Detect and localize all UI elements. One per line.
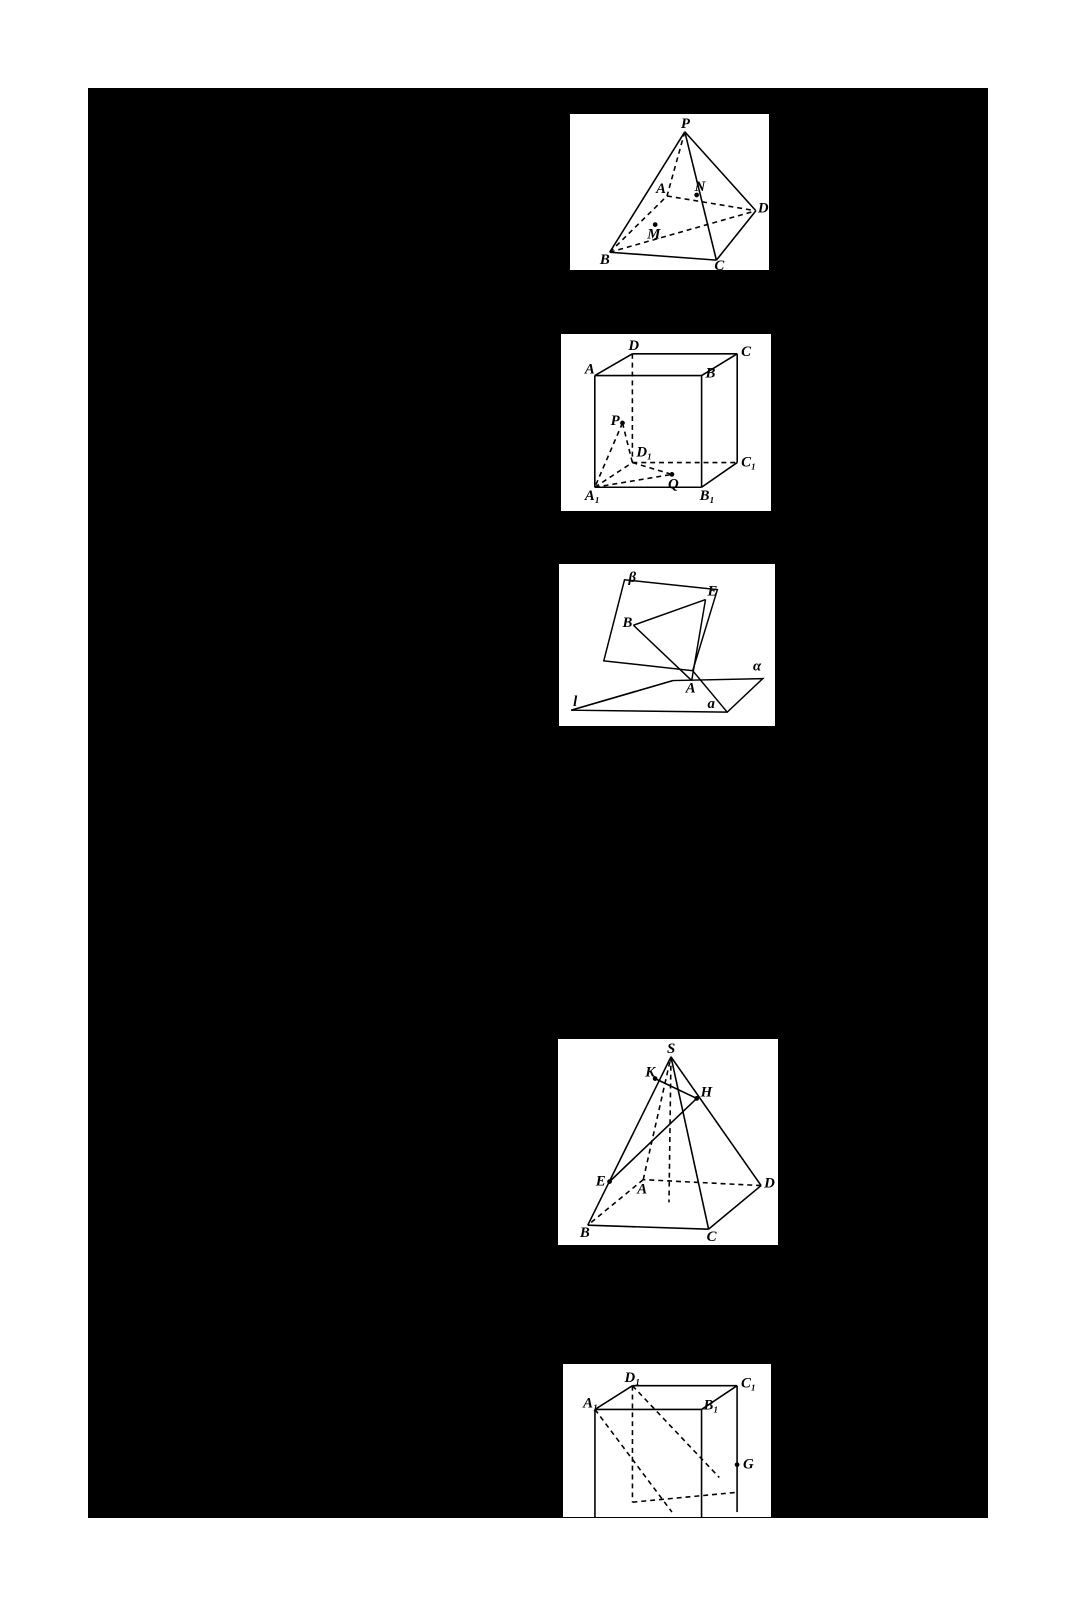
label-B: B xyxy=(621,615,632,631)
label-B1: B₁ xyxy=(698,488,714,504)
label-C: C xyxy=(741,344,752,360)
label-alpha: α xyxy=(752,659,761,675)
label-G: G xyxy=(743,1457,754,1473)
label-C: C xyxy=(706,1229,717,1245)
label-B: B xyxy=(704,366,715,382)
label-A1: A₁ xyxy=(582,1395,598,1411)
label-C: C xyxy=(714,258,724,270)
label-D: D xyxy=(627,338,639,354)
label-E: E xyxy=(594,1174,605,1190)
label-A: A xyxy=(684,680,695,696)
label-A: A xyxy=(655,181,666,197)
label-M: M xyxy=(646,226,661,242)
label-beta: β xyxy=(627,570,636,586)
label-B1: B₁ xyxy=(702,1397,718,1413)
figure-halfplanes: β α l a B E A xyxy=(558,563,776,727)
page-container: P A B C D M N xyxy=(88,88,988,1518)
label-S: S xyxy=(667,1041,675,1057)
label-A: A xyxy=(636,1182,647,1198)
figure-pyramid-2: S A B C D E H K xyxy=(557,1038,779,1246)
label-D: D xyxy=(763,1176,775,1192)
label-a: a xyxy=(707,696,715,712)
label-D: D xyxy=(756,201,768,217)
label-E: E xyxy=(706,584,717,600)
label-B: B xyxy=(598,252,609,268)
label-A1: A₁ xyxy=(583,488,599,504)
label-B: B xyxy=(578,1225,589,1241)
figure-pyramid-1: P A B C D M N xyxy=(569,113,770,271)
label-D1: D₁ xyxy=(623,1370,640,1386)
figure-cube-1: A B C D A₁ B₁ C₁ D₁ P Q xyxy=(560,333,772,512)
label-D1: D₁ xyxy=(635,445,652,461)
label-Q: Q xyxy=(667,476,678,492)
label-A: A xyxy=(583,362,594,378)
label-N: N xyxy=(693,179,706,195)
label-P: P xyxy=(610,413,620,429)
label-K: K xyxy=(644,1065,656,1081)
label-P: P xyxy=(680,116,690,132)
label-C1: C₁ xyxy=(741,1376,756,1392)
figure-cube-2: A₁ B₁ C₁ D₁ G xyxy=(562,1363,772,1518)
label-C1: C₁ xyxy=(741,455,756,471)
label-H: H xyxy=(699,1084,712,1100)
